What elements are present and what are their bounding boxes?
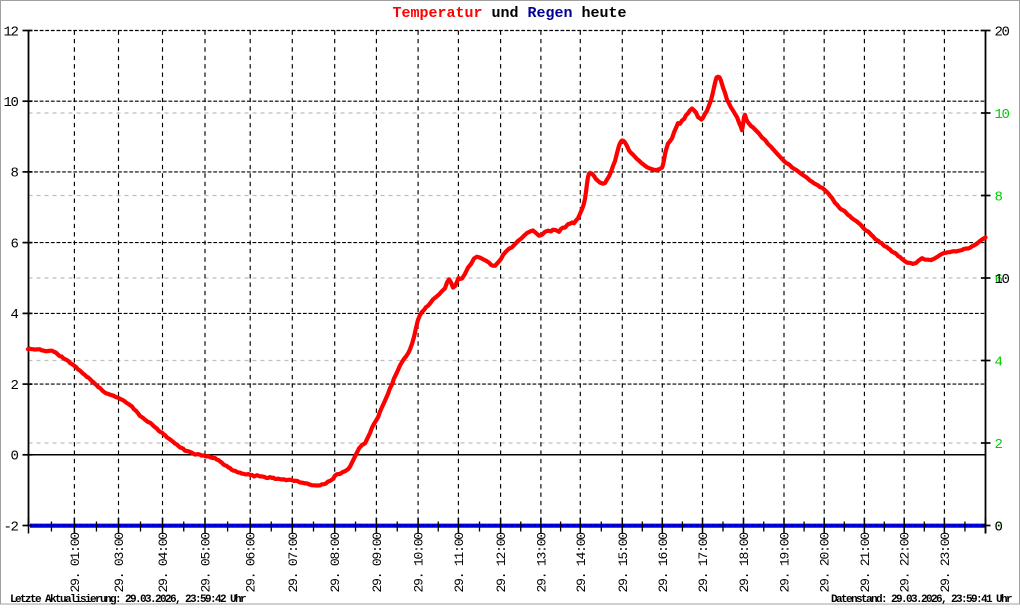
svg-text:29. 19:00: 29. 19:00: [778, 533, 793, 593]
svg-text:6: 6: [10, 236, 18, 252]
svg-text:10: 10: [3, 95, 18, 111]
svg-text:29. 18:00: 29. 18:00: [737, 533, 752, 593]
svg-text:29. 16:00: 29. 16:00: [656, 533, 671, 593]
svg-text:Datenstand: 29.03.2026, 23:59:: Datenstand: 29.03.2026, 23:59:41 Uhr: [831, 594, 1012, 606]
svg-text:10: 10: [995, 272, 1010, 288]
svg-text:29. 08:00: 29. 08:00: [328, 533, 343, 593]
svg-text:-2: -2: [3, 519, 18, 535]
svg-text:29. 10:00: 29. 10:00: [412, 533, 427, 593]
svg-text:8: 8: [10, 166, 18, 182]
svg-text:Temperatur und Regen heute: Temperatur und Regen heute: [392, 5, 626, 22]
svg-text:29. 11:00: 29. 11:00: [452, 533, 467, 593]
svg-text:2: 2: [995, 437, 1003, 453]
svg-text:29. 04:00: 29. 04:00: [156, 533, 171, 593]
svg-text:0: 0: [995, 519, 1003, 535]
svg-text:29. 23:00: 29. 23:00: [938, 533, 953, 593]
svg-text:29. 06:00: 29. 06:00: [244, 533, 259, 593]
svg-text:29. 20:00: 29. 20:00: [818, 533, 833, 593]
svg-text:4: 4: [10, 307, 18, 323]
svg-text:4: 4: [995, 354, 1003, 370]
svg-text:8: 8: [995, 189, 1003, 205]
svg-text:29. 15:00: 29. 15:00: [616, 533, 631, 593]
svg-text:20: 20: [995, 24, 1010, 40]
svg-text:12: 12: [3, 24, 18, 40]
svg-text:29. 21:00: 29. 21:00: [858, 533, 873, 593]
svg-text:29. 05:00: 29. 05:00: [199, 533, 214, 593]
svg-text:Letzte Aktualisierung: 29.03.2: Letzte Aktualisierung: 29.03.2026, 23:59…: [10, 594, 246, 606]
svg-text:29. 09:00: 29. 09:00: [370, 533, 385, 593]
svg-text:6: 6: [995, 272, 1003, 288]
svg-text:0: 0: [995, 519, 1003, 535]
svg-text:29. 22:00: 29. 22:00: [898, 533, 913, 593]
svg-text:29. 14:00: 29. 14:00: [574, 533, 589, 593]
svg-text:29. 12:00: 29. 12:00: [494, 533, 509, 593]
svg-text:29. 03:00: 29. 03:00: [112, 533, 127, 593]
svg-text:10: 10: [995, 107, 1010, 123]
svg-text:29. 07:00: 29. 07:00: [286, 533, 301, 593]
svg-text:29. 17:00: 29. 17:00: [696, 533, 711, 593]
svg-text:29. 13:00: 29. 13:00: [534, 533, 549, 593]
svg-text:0: 0: [10, 449, 18, 465]
svg-text:2: 2: [10, 378, 18, 394]
svg-text:29. 01:00: 29. 01:00: [68, 533, 83, 593]
